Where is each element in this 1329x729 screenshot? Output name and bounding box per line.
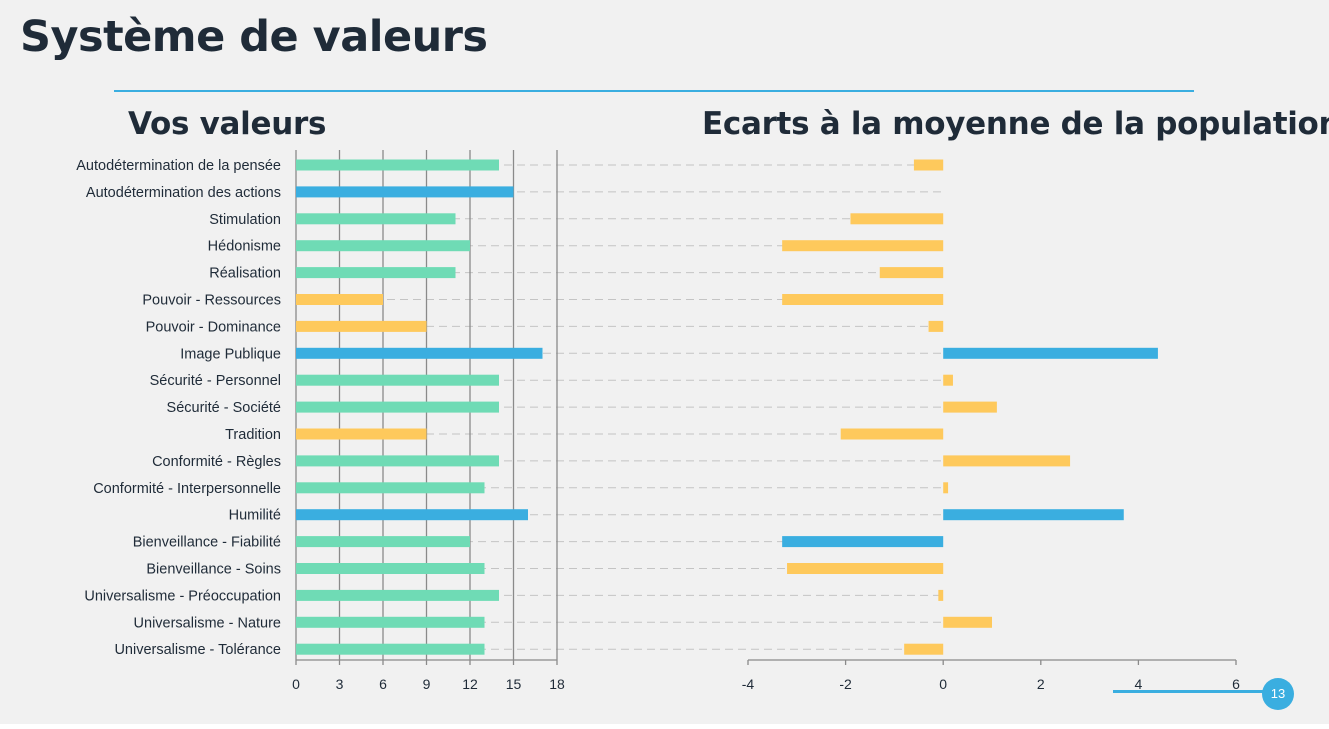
right-x-tick-label: 4 (1135, 676, 1143, 692)
category-label: Bienveillance - Fiabilité (133, 535, 281, 551)
category-label: Sécurité - Société (167, 400, 281, 416)
left-bar (296, 563, 485, 574)
left-bar (296, 159, 499, 171)
left-bar (296, 240, 470, 252)
chart-title-left: Vos valeurs (128, 106, 327, 142)
left-bar (296, 482, 485, 494)
footer-strip (0, 724, 1329, 729)
right-bar (943, 482, 949, 494)
left-bar (296, 347, 543, 359)
left-bar (296, 267, 456, 279)
left-x-tick-label: 6 (379, 676, 387, 692)
left-bar (296, 294, 383, 305)
right-bar (943, 347, 1158, 359)
left-bar (296, 589, 499, 601)
left-x-tick-label: 15 (506, 676, 522, 692)
right-bar (840, 428, 944, 440)
category-label: Bienveillance - Soins (146, 562, 281, 578)
page-number-badge: 13 (1262, 678, 1294, 710)
category-label: Stimulation (209, 212, 281, 228)
left-x-tick-label: 18 (549, 676, 565, 692)
right-x-tick-label: -2 (839, 676, 852, 692)
category-label: Universalisme - Nature (134, 615, 281, 631)
right-bar (782, 536, 944, 548)
category-label: Pouvoir - Dominance (146, 319, 281, 335)
category-label: Humilité (229, 508, 281, 524)
category-label: Tradition (225, 427, 281, 443)
category-label: Pouvoir - Ressources (142, 293, 281, 309)
left-x-tick-label: 0 (292, 676, 300, 692)
left-bar (296, 428, 427, 440)
left-bar (296, 374, 499, 386)
page-title: Système de valeurs (20, 12, 488, 62)
category-label: Universalisme - Tolérance (114, 642, 281, 658)
right-bar (943, 374, 953, 386)
right-bar (787, 563, 944, 574)
right-bar (943, 509, 1124, 521)
right-x-tick-label: -4 (742, 676, 755, 692)
left-bar (296, 536, 470, 548)
right-bar (943, 401, 997, 413)
right-bar (850, 213, 944, 225)
right-bar (928, 320, 944, 332)
left-x-tick-label: 9 (423, 676, 431, 692)
right-x-tick-label: 0 (939, 676, 947, 692)
right-bar (943, 616, 992, 628)
right-bar (938, 589, 944, 601)
left-bar (296, 509, 528, 521)
left-bar (296, 186, 514, 198)
category-label: Conformité - Règles (152, 454, 281, 470)
left-bar (296, 401, 499, 413)
right-bar (913, 159, 944, 171)
left-bar (296, 455, 499, 467)
category-label: Réalisation (209, 266, 281, 282)
left-bar (296, 213, 456, 225)
title-underline (114, 90, 1194, 92)
category-label: Autodétermination de la pensée (76, 158, 281, 174)
left-x-tick-label: 12 (462, 676, 478, 692)
left-x-tick-label: 3 (336, 676, 344, 692)
left-bar (296, 643, 485, 655)
left-bar (296, 320, 427, 332)
right-bar (782, 240, 944, 252)
category-label: Conformité - Interpersonnelle (93, 481, 281, 497)
right-x-tick-label: 6 (1232, 676, 1240, 692)
page-number-line (1113, 690, 1271, 693)
category-label: Autodétermination des actions (86, 185, 281, 201)
right-bar (879, 267, 944, 279)
category-label: Sécurité - Personnel (150, 373, 281, 389)
right-bar (904, 643, 944, 655)
right-bar (782, 294, 944, 305)
right-bar (943, 455, 1071, 467)
chart-title-right: Ecarts à la moyenne de la population (702, 106, 1329, 142)
category-label: Image Publique (180, 346, 281, 362)
category-label: Universalisme - Préoccupation (84, 588, 281, 604)
category-label: Hédonisme (208, 239, 281, 255)
left-bar (296, 616, 485, 628)
right-x-tick-label: 2 (1037, 676, 1045, 692)
